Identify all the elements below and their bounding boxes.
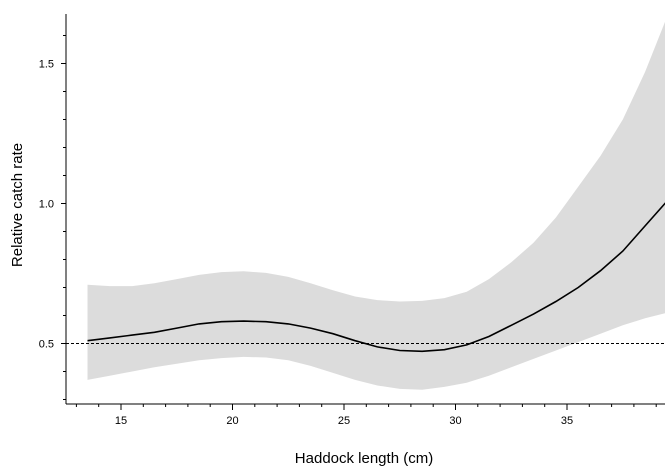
confidence-band-layer	[87, 21, 665, 390]
x-tick-label: 35	[561, 415, 573, 427]
x-tick-label: 20	[226, 415, 238, 427]
x-axis-title: Haddock length (cm)	[295, 450, 433, 467]
y-tick-label: 0.5	[39, 339, 54, 351]
x-tick-label: 15	[115, 415, 127, 427]
series-line-layer	[87, 202, 665, 353]
confidence-band	[87, 21, 665, 390]
y-axis-title: Relative catch rate	[9, 143, 26, 267]
x-tick-label: 30	[449, 415, 461, 427]
y-tick-label: 1.5	[39, 59, 54, 71]
y-tick-label: 1.0	[39, 199, 54, 211]
x-tick-label: 25	[338, 415, 350, 427]
series-line	[87, 202, 665, 353]
axes-layer: 15 20 25 30 35 0.5 1.0 1.5	[39, 14, 665, 427]
